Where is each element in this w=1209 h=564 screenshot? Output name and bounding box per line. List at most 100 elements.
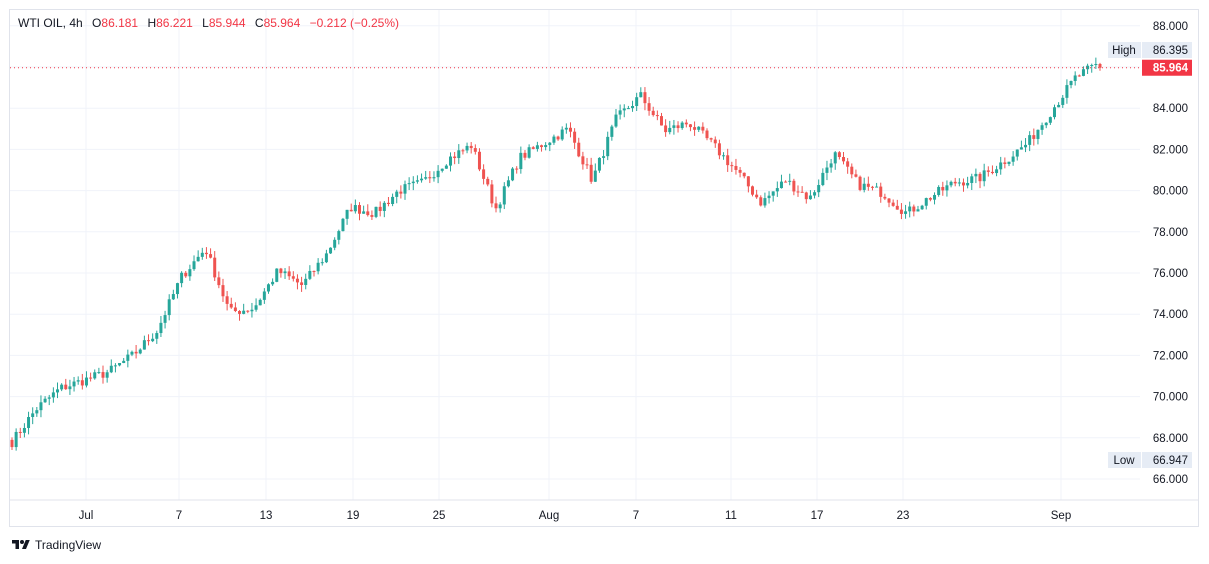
candle-body <box>697 126 701 130</box>
candle-body <box>362 211 366 214</box>
legend-symbol[interactable]: WTI OIL, 4h <box>18 16 83 30</box>
candle-body <box>982 170 986 182</box>
candle-body <box>465 145 469 151</box>
candle-body <box>337 231 341 240</box>
candle-body <box>937 186 941 195</box>
candle-body <box>842 157 846 162</box>
candle-body <box>970 176 974 183</box>
candle-body <box>602 156 606 158</box>
footer-brand[interactable]: TradingView <box>35 538 102 552</box>
candle-body <box>986 170 990 172</box>
candle-body <box>717 143 721 156</box>
candle-body <box>730 165 734 167</box>
candle-body <box>924 198 928 206</box>
candle-body <box>1073 75 1077 81</box>
candle-body <box>378 206 382 211</box>
candle-body <box>726 155 730 166</box>
last-price-value: 85.964 <box>1153 63 1189 75</box>
candle-body <box>912 206 916 212</box>
candle-body <box>643 92 647 104</box>
candle-body <box>1065 85 1069 98</box>
candle-body <box>118 363 122 366</box>
candle-body <box>846 161 850 167</box>
candle-body <box>473 148 477 152</box>
candle-body <box>796 191 800 193</box>
high-tag-bg <box>1108 42 1141 58</box>
chart-canvas[interactable]: 88.00086.00084.00082.00080.00078.00076.0… <box>0 0 1209 530</box>
price-tick-label: 76.000 <box>1153 268 1188 280</box>
footer: TradingView <box>11 538 101 552</box>
candle-body <box>316 262 320 272</box>
candle-body <box>142 340 146 350</box>
candle-body <box>43 398 47 403</box>
candle-body <box>47 397 51 399</box>
candle-body <box>779 181 783 189</box>
candle-body <box>167 299 171 316</box>
price-tick-label: 78.000 <box>1153 227 1188 239</box>
candle-body <box>788 180 792 182</box>
candle-body <box>345 209 349 219</box>
candle-body <box>494 203 498 209</box>
candle-body <box>130 351 134 355</box>
candle-body <box>391 196 395 205</box>
candle-body <box>808 195 812 200</box>
candle-body <box>577 142 581 157</box>
candle-body <box>1048 117 1052 123</box>
candle-body <box>502 186 506 205</box>
candle-body <box>693 127 697 130</box>
candle-body <box>453 156 457 159</box>
candle-body <box>990 171 994 174</box>
candle-body <box>647 103 651 111</box>
candle-body <box>279 268 283 274</box>
candle-body <box>175 283 179 295</box>
candle-body <box>444 165 448 169</box>
candle-body <box>751 186 755 195</box>
legend-close: 85.964 <box>263 16 301 30</box>
candle-body <box>415 180 419 182</box>
candle-body <box>506 180 510 187</box>
candle-body <box>482 169 486 179</box>
candle-body <box>1077 75 1081 77</box>
candle-body <box>651 110 655 116</box>
candle-body <box>275 268 279 282</box>
candle-body <box>1015 149 1019 157</box>
time-tick-label: 7 <box>633 510 639 522</box>
candle-body <box>825 167 829 173</box>
candle-body <box>233 307 237 312</box>
candle-body <box>659 116 663 126</box>
candle-body <box>490 184 494 204</box>
price-tick-label: 70.000 <box>1153 392 1188 404</box>
candle-body <box>420 178 424 181</box>
candle-body <box>564 127 568 130</box>
candle-body <box>833 152 837 164</box>
price-axis: 88.00086.00084.00082.00080.00078.00076.0… <box>1153 21 1188 486</box>
candle-body <box>97 372 101 374</box>
candle-body <box>945 185 949 191</box>
chart-frame[interactable] <box>9 9 1199 527</box>
price-tick-label: 82.000 <box>1153 144 1188 156</box>
legend-open: 86.181 <box>101 16 139 30</box>
candle-body <box>200 252 204 257</box>
candle-body <box>14 431 18 448</box>
candle-body <box>1081 69 1085 76</box>
high-tag-label: High <box>1112 45 1136 57</box>
candle-body <box>250 309 254 312</box>
candle-body <box>1036 129 1040 139</box>
candle-body <box>680 122 684 129</box>
candle-body <box>188 269 192 277</box>
candle-body <box>151 338 155 342</box>
candle-body <box>262 291 266 300</box>
candle-body <box>407 183 411 185</box>
candle-body <box>688 124 692 128</box>
candle-body <box>395 191 399 197</box>
low-tag: Low 66.947 <box>1108 452 1192 468</box>
candle-body <box>1090 64 1094 66</box>
candle-body <box>304 278 308 285</box>
low-value-bg <box>1142 452 1192 468</box>
candle-body <box>928 198 932 200</box>
candle-body <box>432 177 436 179</box>
candle-body <box>366 211 370 216</box>
candle-body <box>428 177 432 179</box>
candle-body <box>1032 135 1036 139</box>
candle-body <box>287 271 291 277</box>
